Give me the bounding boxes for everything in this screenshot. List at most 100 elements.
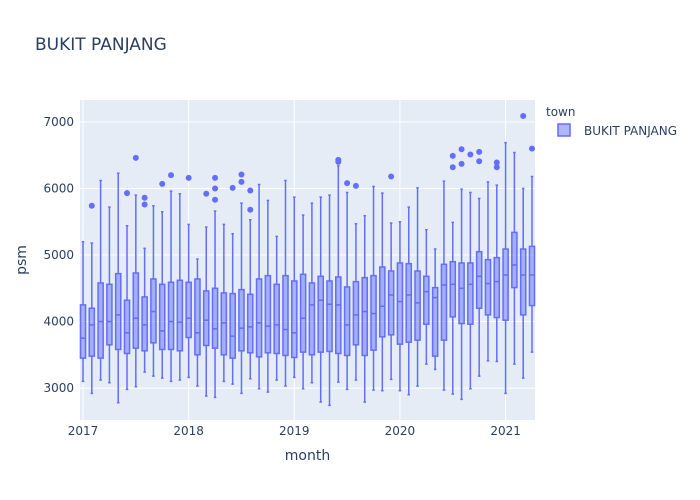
outlier-point[interactable]	[88, 202, 95, 209]
box[interactable]	[229, 184, 236, 385]
outlier-point[interactable]	[168, 172, 175, 179]
box-iqr	[458, 262, 465, 325]
box[interactable]	[519, 112, 527, 379]
legend-swatch[interactable]	[557, 123, 571, 137]
outlier-point[interactable]	[458, 160, 465, 167]
box[interactable]	[273, 235, 280, 381]
outlier-point[interactable]	[212, 185, 219, 192]
box[interactable]	[185, 174, 192, 379]
box[interactable]	[141, 194, 148, 373]
box-iqr	[238, 288, 245, 352]
outlier-point[interactable]	[124, 190, 131, 197]
outlier-point[interactable]	[388, 173, 395, 180]
outlier-point[interactable]	[212, 174, 219, 181]
box[interactable]	[484, 181, 492, 362]
outlier-point[interactable]	[212, 196, 219, 203]
outlier-point[interactable]	[520, 112, 527, 119]
outlier-point[interactable]	[476, 148, 483, 155]
box[interactable]	[282, 179, 289, 387]
outlier-point[interactable]	[238, 171, 245, 178]
outlier-point[interactable]	[203, 190, 210, 197]
outlier-point[interactable]	[467, 151, 474, 158]
box[interactable]	[335, 156, 342, 383]
box[interactable]	[114, 172, 122, 404]
box[interactable]	[238, 171, 245, 395]
outlier-point[interactable]	[229, 184, 236, 191]
box-iqr	[449, 260, 457, 318]
box[interactable]	[194, 258, 201, 387]
box[interactable]	[79, 240, 87, 383]
box[interactable]	[150, 205, 157, 377]
box[interactable]	[246, 187, 254, 380]
box[interactable]	[396, 220, 404, 392]
box[interactable]	[158, 180, 166, 379]
box[interactable]	[440, 180, 448, 391]
box[interactable]	[449, 152, 457, 395]
box[interactable]	[405, 206, 413, 396]
box[interactable]	[352, 182, 360, 381]
box[interactable]	[308, 202, 316, 384]
outlier-point[interactable]	[352, 182, 359, 189]
outlier-point[interactable]	[458, 146, 465, 153]
outlier-point[interactable]	[335, 156, 342, 163]
box[interactable]	[467, 151, 474, 390]
box[interactable]	[431, 248, 439, 371]
box[interactable]	[176, 193, 184, 381]
legend[interactable]: town BUKIT PANJANG	[546, 105, 677, 138]
box[interactable]	[326, 194, 333, 407]
outlier-point[interactable]	[238, 178, 245, 185]
outlier-point[interactable]	[476, 158, 483, 165]
box[interactable]	[370, 185, 377, 391]
box-iqr	[290, 280, 298, 359]
x-tick-label: 2021	[490, 424, 521, 438]
box[interactable]	[343, 180, 351, 391]
box[interactable]	[106, 206, 113, 384]
legend-entry-label[interactable]: BUKIT PANJANG	[584, 124, 677, 138]
box[interactable]	[528, 145, 536, 353]
box[interactable]	[475, 148, 483, 377]
box[interactable]	[511, 151, 518, 365]
box[interactable]	[220, 223, 228, 383]
outlier-point[interactable]	[185, 174, 192, 181]
box[interactable]	[387, 173, 395, 381]
outlier-point[interactable]	[159, 180, 166, 187]
box-iqr	[176, 279, 184, 352]
box[interactable]	[299, 214, 307, 390]
outlier-point[interactable]	[141, 194, 148, 201]
outlier-point[interactable]	[132, 154, 139, 161]
box[interactable]	[423, 228, 430, 365]
outlier-point[interactable]	[344, 180, 351, 187]
y-tick-label: 6000	[43, 181, 74, 195]
outlier-point[interactable]	[449, 152, 456, 159]
outlier-point[interactable]	[247, 206, 254, 213]
box[interactable]	[458, 146, 465, 401]
outlier-point[interactable]	[493, 159, 500, 166]
outlier-point[interactable]	[141, 201, 148, 208]
box[interactable]	[502, 141, 509, 395]
box[interactable]	[211, 174, 219, 399]
outlier-point[interactable]	[529, 145, 535, 152]
box[interactable]	[255, 183, 263, 390]
box[interactable]	[493, 159, 501, 363]
box[interactable]	[264, 199, 272, 393]
box-iqr	[97, 282, 104, 359]
box-iqr	[502, 248, 509, 321]
box[interactable]	[132, 154, 140, 388]
y-axis-title: psm	[14, 245, 30, 275]
box[interactable]	[97, 179, 104, 381]
box[interactable]	[317, 196, 325, 403]
box[interactable]	[167, 172, 175, 383]
outlier-point[interactable]	[247, 187, 254, 194]
box-iqr	[528, 245, 536, 307]
outlier-point[interactable]	[449, 164, 456, 171]
box-iqr	[185, 281, 192, 339]
box-iqr	[326, 280, 333, 353]
box[interactable]	[379, 192, 386, 392]
box[interactable]	[361, 215, 369, 403]
box[interactable]	[202, 190, 210, 397]
box[interactable]	[414, 187, 421, 387]
box[interactable]	[290, 196, 298, 379]
box[interactable]	[88, 202, 96, 395]
box[interactable]	[123, 190, 131, 391]
outlier-point[interactable]	[493, 164, 500, 171]
